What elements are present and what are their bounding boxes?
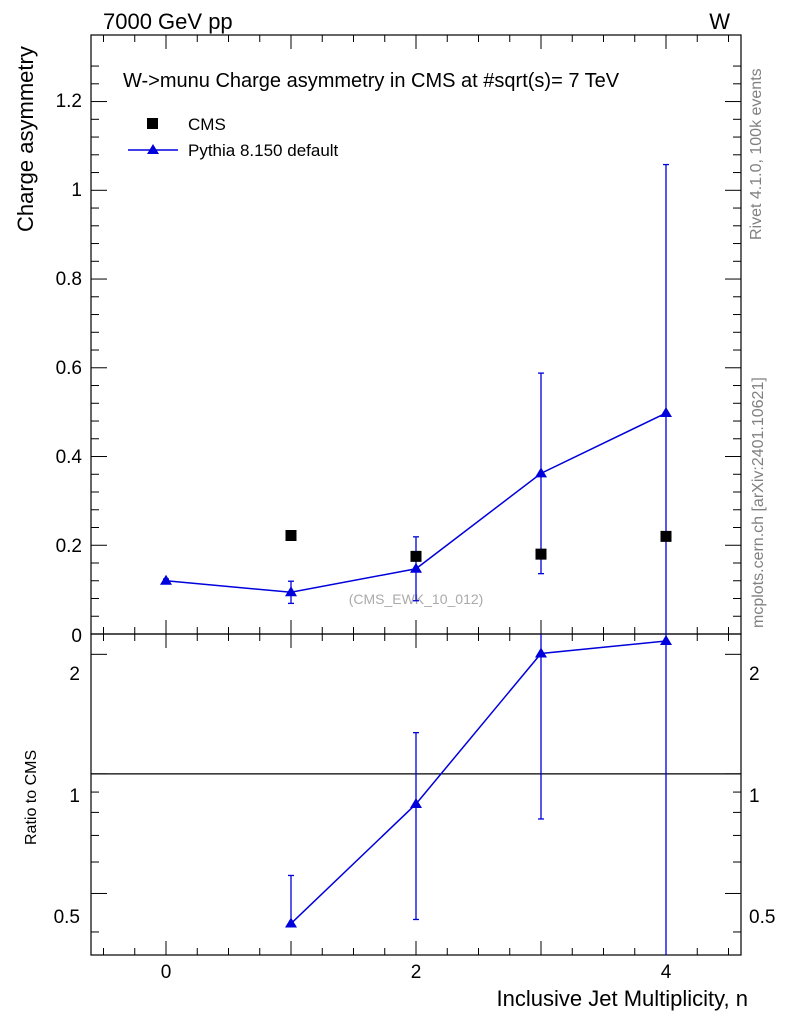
ratio-point — [285, 917, 297, 928]
pythia-point — [410, 562, 422, 573]
legend-label-cms: CMS — [188, 115, 226, 134]
y-tick-label: 1 — [71, 180, 82, 201]
cms-point — [535, 548, 547, 560]
x-axis-label: Inclusive Jet Multiplicity, n — [497, 986, 748, 1011]
chart-title: W->munu Charge asymmetry in CMS at #sqrt… — [123, 70, 620, 92]
cms-point — [410, 550, 422, 562]
y-tick-label: 0.8 — [56, 269, 82, 290]
legend-marker-pythia — [147, 144, 159, 154]
y-tick-label: 0.4 — [56, 447, 83, 468]
cms-point — [660, 530, 672, 542]
ratio-point — [535, 647, 547, 658]
ratio-y-tick-label-right: 1 — [749, 786, 760, 807]
y-tick-label: 0 — [71, 626, 82, 647]
ratio-y-tick-label: 1 — [69, 786, 80, 807]
y-tick-label: 1.2 — [56, 91, 82, 112]
pythia-point — [535, 467, 547, 478]
x-tick-label: 2 — [411, 962, 422, 983]
cms-point — [285, 529, 297, 541]
data-marks — [91, 163, 741, 955]
x-tick-label: 0 — [161, 962, 172, 983]
energy-label: 7000 GeV pp — [103, 9, 233, 34]
ratio-line — [290, 640, 667, 925]
ratio-y-tick-label-right: 0.5 — [749, 907, 775, 928]
axis-ticks — [91, 35, 741, 955]
legend-marker-cms — [147, 118, 158, 129]
y-tick-label: 0.2 — [56, 536, 82, 557]
ratio-y-tick-label: 0.5 — [54, 907, 80, 928]
main-y-tick-labels: 0 0.2 0.4 0.6 0.8 1 1.2 — [56, 91, 83, 647]
x-tick-label: 4 — [661, 962, 672, 983]
pythia-point — [285, 586, 297, 597]
legend-label-pythia: Pythia 8.150 default — [188, 141, 339, 160]
legend: CMS Pythia 8.150 default — [128, 115, 339, 160]
ratio-point — [660, 635, 672, 646]
rivet-label: Rivet 4.1.0, 100k events — [748, 68, 765, 240]
process-label: W — [709, 9, 730, 34]
ratio-point — [410, 797, 422, 808]
y-tick-label: 0.6 — [56, 358, 82, 379]
pythia-point — [660, 407, 672, 418]
y-axis-label: Charge asymmetry — [13, 46, 38, 232]
ratio-y-tick-label: 2 — [69, 664, 80, 685]
pythia-point — [160, 574, 172, 585]
source-label: mcplots.cern.ch [arXiv:2401.10621] — [750, 377, 767, 628]
ratio-y-tick-label-right: 2 — [749, 664, 760, 685]
ratio-y-axis-label: Ratio to CMS — [23, 750, 40, 845]
